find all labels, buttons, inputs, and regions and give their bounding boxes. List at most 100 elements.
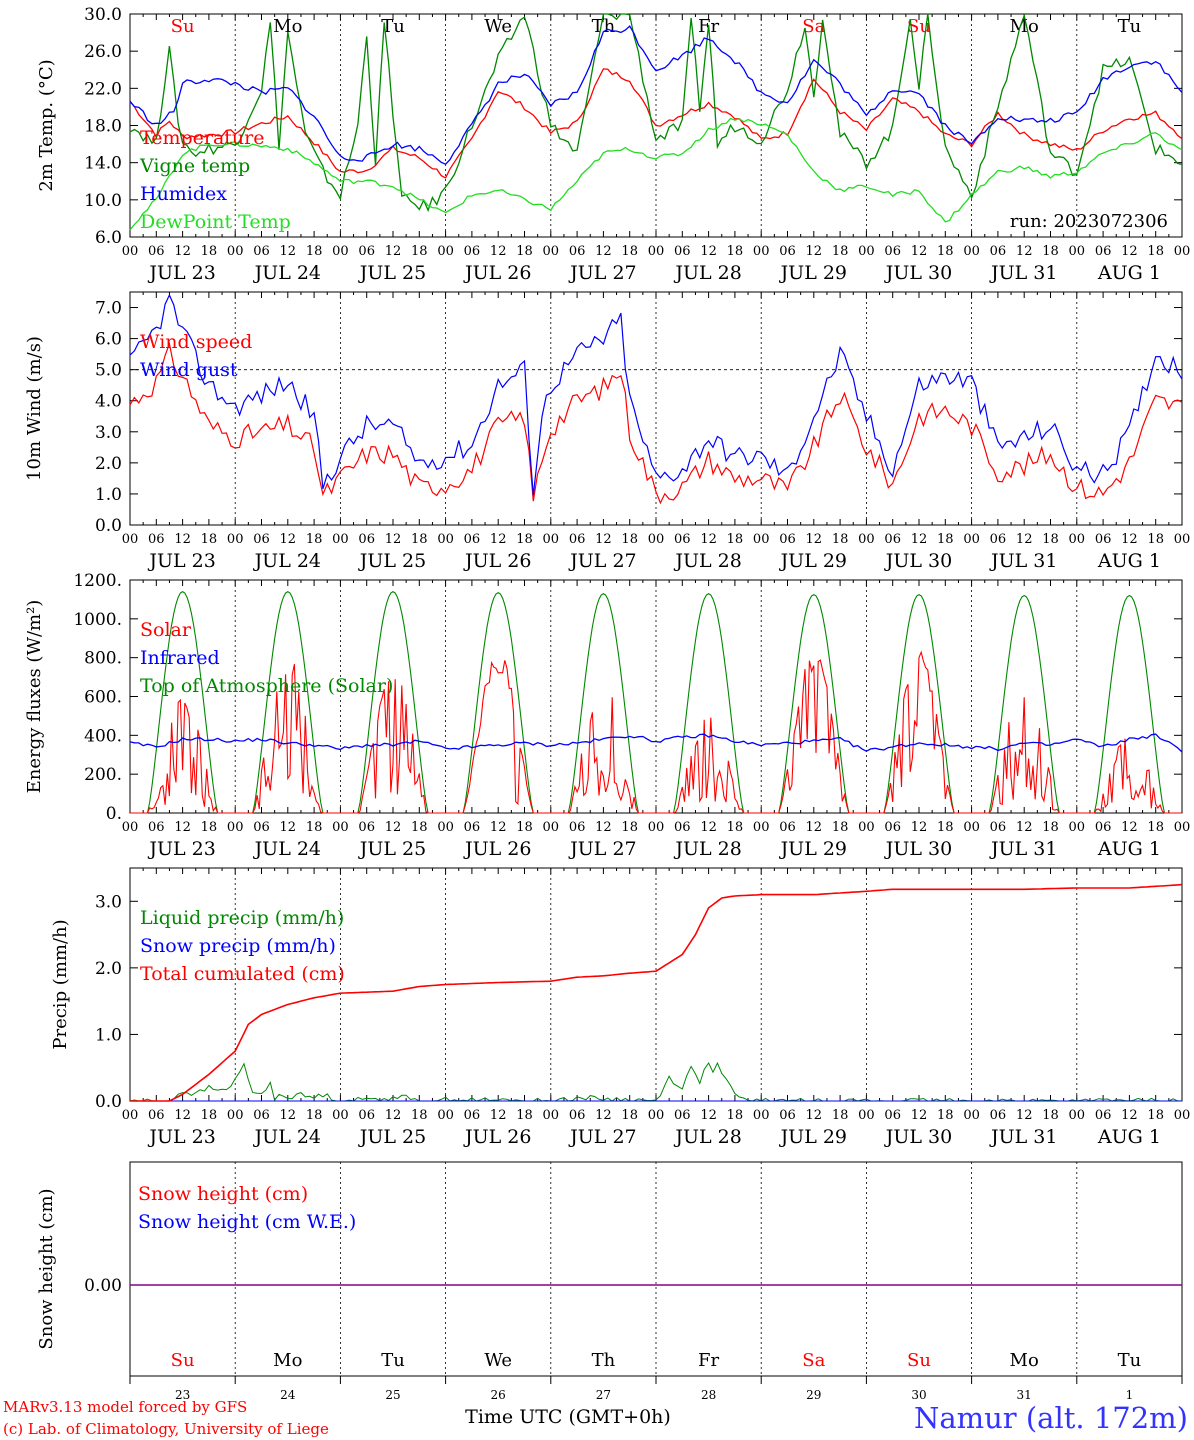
hour-tick-label: 12 — [280, 1108, 297, 1123]
hour-tick-label: 12 — [490, 1108, 507, 1123]
hour-tick-label: 06 — [990, 820, 1007, 835]
hour-tick-label: 18 — [727, 244, 744, 259]
hour-tick-label: 12 — [1121, 1108, 1138, 1123]
hour-tick-label: 00 — [753, 820, 770, 835]
hour-tick-label: 06 — [569, 820, 586, 835]
legend-entry: Top of Atmosphere (Solar) — [140, 675, 393, 697]
hour-tick-label: 00 — [437, 532, 454, 547]
hour-tick-label: 00 — [858, 244, 875, 259]
weekday-label: We — [484, 16, 512, 37]
y-tick-label: 800. — [84, 649, 122, 669]
hour-tick-label: 12 — [174, 1108, 191, 1123]
y-tick-label: 1000. — [73, 610, 122, 630]
y-axis-label: Snow height (cm) — [36, 1188, 57, 1349]
weekday-label: Su — [171, 16, 195, 37]
hour-tick-label: 06 — [464, 532, 481, 547]
hour-tick-label: 00 — [122, 820, 139, 835]
hour-tick-label: 00 — [227, 244, 244, 259]
hour-tick-label: 12 — [700, 532, 717, 547]
hour-tick-label: 06 — [674, 820, 691, 835]
weekday-label: Mo — [273, 1350, 302, 1371]
hour-tick-label: 06 — [569, 532, 586, 547]
day-label: JUL 24 — [253, 262, 321, 284]
day-label: JUL 30 — [884, 262, 952, 284]
hour-tick-label: 12 — [595, 244, 612, 259]
hour-tick-label: 18 — [201, 244, 218, 259]
hour-tick-label: 12 — [806, 1108, 823, 1123]
legend-entry: Humidex — [140, 183, 227, 205]
hour-tick-label: 12 — [280, 532, 297, 547]
hour-tick-label: 18 — [1042, 244, 1059, 259]
hour-tick-label: 06 — [674, 532, 691, 547]
hour-tick-label: 00 — [963, 820, 980, 835]
day-label: JUL 26 — [463, 262, 531, 284]
day-number: 30 — [911, 1388, 926, 1402]
day-label: JUL 28 — [673, 838, 741, 860]
y-tick-label: 0. — [106, 804, 122, 824]
legend-entry: Total cumulated (cm) — [140, 963, 345, 985]
y-tick-label: 0.0 — [95, 516, 122, 536]
hour-tick-label: 12 — [490, 532, 507, 547]
hour-tick-label: 06 — [884, 244, 901, 259]
day-number: 29 — [806, 1388, 821, 1402]
legend-entry: Snow height (cm) — [138, 1183, 308, 1205]
hour-tick-label: 18 — [201, 1108, 218, 1123]
legend-entry: Liquid precip (mm/h) — [140, 907, 344, 929]
day-number: 23 — [175, 1388, 190, 1402]
day-label: JUL 29 — [779, 550, 847, 572]
y-tick-label: 3.0 — [95, 423, 122, 443]
hour-tick-label: 06 — [148, 820, 165, 835]
hour-tick-label: 00 — [437, 244, 454, 259]
hour-tick-label: 12 — [700, 244, 717, 259]
y-axis-label: Energy fluxes (W/m²) — [24, 600, 45, 794]
hour-tick-label: 18 — [1042, 820, 1059, 835]
day-label: JUL 23 — [147, 262, 215, 284]
hour-tick-label: 06 — [358, 244, 375, 259]
y-axis-label: 10m Wind (m/s) — [24, 336, 45, 481]
weekday-label: Th — [592, 1350, 616, 1371]
hour-tick-label: 00 — [753, 532, 770, 547]
series-line — [129, 25, 1183, 165]
hour-tick-label: 12 — [1016, 532, 1033, 547]
weekday-label: Mo — [1010, 16, 1039, 37]
hour-tick-label: 06 — [1095, 820, 1112, 835]
hour-tick-label: 00 — [753, 244, 770, 259]
hour-tick-label: 18 — [411, 820, 428, 835]
hour-tick-label: 18 — [832, 244, 849, 259]
hour-tick-label: 12 — [1016, 244, 1033, 259]
legend-entry: Solar — [140, 619, 192, 641]
day-label: JUL 30 — [884, 838, 952, 860]
hour-tick-label: 00 — [227, 1108, 244, 1123]
hour-tick-label: 12 — [911, 532, 928, 547]
hour-tick-label: 12 — [280, 244, 297, 259]
hour-tick-label: 06 — [990, 1108, 1007, 1123]
hour-tick-label: 00 — [332, 1108, 349, 1123]
weekday-label: Tu — [1118, 16, 1142, 37]
hour-tick-label: 00 — [1174, 532, 1191, 547]
hour-tick-label: 00 — [437, 1108, 454, 1123]
day-label: JUL 27 — [568, 1126, 636, 1148]
hour-tick-label: 06 — [253, 532, 270, 547]
hour-tick-label: 12 — [280, 820, 297, 835]
weekday-label: Sa — [802, 16, 825, 37]
y-tick-label: 7.0 — [95, 299, 122, 319]
legend-entry: DewPoint Temp — [140, 211, 291, 233]
series-line — [129, 117, 1183, 231]
hour-tick-label: 00 — [1069, 244, 1086, 259]
hour-tick-label: 18 — [937, 532, 954, 547]
hour-tick-label: 18 — [621, 532, 638, 547]
hour-tick-label: 00 — [1174, 1108, 1191, 1123]
hour-tick-label: 18 — [937, 244, 954, 259]
hour-tick-label: 00 — [648, 1108, 665, 1123]
hour-tick-label: 06 — [569, 1108, 586, 1123]
day-number: 31 — [1017, 1388, 1032, 1402]
day-label: AUG 1 — [1097, 262, 1161, 284]
hour-tick-label: 18 — [306, 244, 323, 259]
hour-tick-label: 12 — [1121, 532, 1138, 547]
series-line-total — [130, 883, 1183, 1102]
hour-tick-label: 00 — [963, 244, 980, 259]
day-label: JUL 29 — [779, 838, 847, 860]
y-tick-label: 0.0 — [95, 1092, 122, 1112]
hour-tick-label: 00 — [858, 532, 875, 547]
hour-tick-label: 12 — [1016, 1108, 1033, 1123]
